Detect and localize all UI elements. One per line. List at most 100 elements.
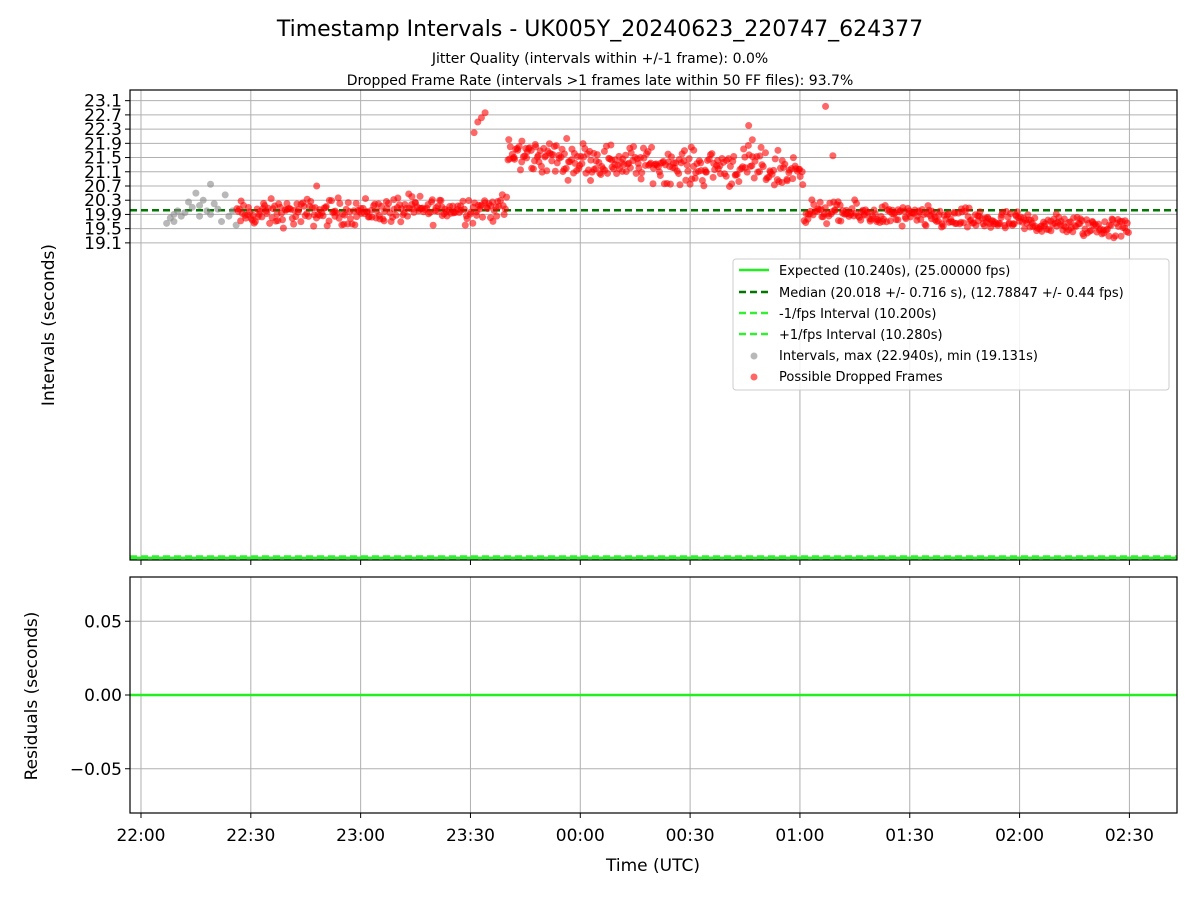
dropped-frame-point [871,210,879,218]
dropped-frame-point [290,220,298,228]
dropped-frame-point [604,169,612,177]
interval-point [207,210,215,218]
dropped-frame-point [505,136,513,144]
dropped-frame-point [675,170,683,178]
dropped-frame-point [853,199,861,207]
y-tick-label-top: 21.1 [84,163,122,183]
dropped-frame-point [593,151,601,159]
dropped-frame-point [648,143,656,151]
x-tick-label: 22:30 [226,826,275,846]
dropped-frame-point [750,174,758,182]
dropped-frame-point [722,172,730,180]
intervals-y-ticks: 19.119.519.920.320.721.121.521.922.322.7… [84,92,130,254]
dropped-frame-point [408,193,416,201]
interval-point [185,198,193,206]
dropped-frame-point [258,213,266,221]
x-tick-label: 02:00 [995,826,1044,846]
dropped-frame-point [894,216,902,224]
dropped-frame-point [1069,228,1077,236]
dropped-frame-point [702,168,710,176]
x-tick-label: 01:30 [885,826,934,846]
intervals-axes-frame [129,89,1178,561]
dropped-frame-point [377,202,385,210]
dropped-frame-point [560,150,568,158]
x-tick-label: 00:30 [666,826,715,846]
x-tick-label: 23:00 [336,826,385,846]
dropped-frame-point [532,143,540,151]
interval-point [196,202,204,210]
dropped-frame-point [279,216,287,224]
legend-dropped-marker [750,373,758,381]
dropped-frame-point [437,196,445,204]
dropped-frame-point [759,163,767,171]
dropped-frame-point [592,164,600,172]
dropped-frame-point [697,159,705,167]
dropped-frame-point [493,212,501,220]
dropped-frame-point [698,177,706,185]
dropped-frame-point [263,210,271,218]
chart-title: Timestamp Intervals - UK005Y_20240623_22… [276,17,923,42]
dropped-frame-point [637,175,645,183]
dropped-frame-point [823,220,831,228]
dropped-frame-point [523,154,531,162]
dropped-frame-point [518,137,526,145]
dropped-frame-point [428,196,436,204]
y-tick-label-top: 21.9 [84,134,122,154]
dropped-frame-point [757,143,765,151]
dropped-frame-point [434,207,442,215]
dropped-frame-point [295,206,303,214]
dropped-frame-point [548,157,556,165]
dropped-frame-point [416,192,424,200]
dropped-frame-point [632,169,640,177]
dropped-frame-point [392,211,400,219]
dropped-frame-point [481,109,489,117]
dropped-frame-point [313,182,321,190]
dropped-frame-point [944,210,952,218]
dropped-frame-point [352,199,360,207]
interval-point [170,218,178,226]
dropped-frame-point [730,153,738,161]
residuals-y-axis-label: Residuals (seconds) [22,612,42,781]
dropped-frame-point [744,141,752,149]
dropped-frame-point [638,169,646,177]
dropped-frame-point [341,211,349,219]
y-tick-label-bottom: 0.05 [84,612,122,632]
dropped-frame-point [1031,214,1039,222]
dropped-frame-point [362,195,370,203]
y-tick-label-top: 20.3 [84,191,122,211]
interval-point [188,203,196,211]
dropped-frame-point [469,219,477,227]
dropped-frame-point [279,224,287,232]
chart-subtitle-dropped: Dropped Frame Rate (intervals >1 frames … [347,73,854,89]
dropped-frame-point [334,194,342,202]
dropped-frame-point [683,161,691,169]
dropped-frame-point [680,147,688,155]
interval-point [181,209,189,217]
interval-points [163,180,240,229]
dropped-frame-point [709,173,717,181]
residuals-x-ticks: 22:00 22:30 23:00 23:30 00:00 00:30 01:00 01:30… [116,813,1154,846]
interval-point [225,212,233,220]
dropped-frame-point [322,202,330,210]
dropped-frame-point [515,143,523,151]
dropped-frame-point [774,146,782,154]
dropped-frame-point [551,167,559,175]
dropped-frame-point [563,134,571,142]
dropped-frame-point [690,146,698,154]
interval-point [207,180,215,188]
dropped-frame-point [384,200,392,208]
dropped-frame-point [543,167,551,175]
legend-median-label: Median (20.018 +/- 0.716 s), (12.78847 +… [779,286,1124,301]
dropped-frame-point [562,164,570,172]
dropped-frame-point [708,150,716,158]
dropped-frame-point [922,222,930,230]
dropped-frame-point [500,211,508,219]
x-tick-label: 02:30 [1105,826,1154,846]
dropped-frame-point [529,165,537,173]
y-tick-label-top: 20.7 [84,177,122,197]
interval-point [196,212,204,220]
dropped-frame-point [685,155,693,163]
dropped-frame-point [745,122,753,130]
dropped-frame-point [965,204,973,212]
